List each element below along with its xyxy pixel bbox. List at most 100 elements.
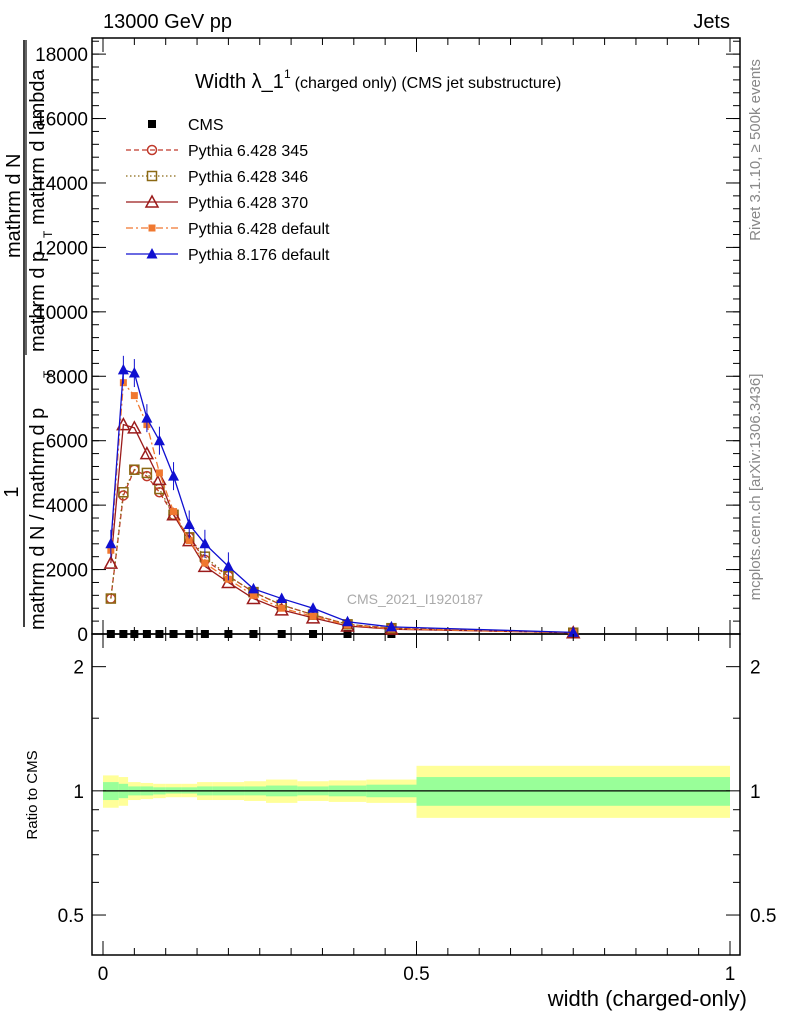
y-tick-label: 18000 bbox=[35, 45, 88, 66]
x-tick-label: 0.5 bbox=[403, 964, 429, 985]
series-line bbox=[110, 368, 574, 634]
data-point bbox=[247, 582, 259, 594]
data-point bbox=[152, 471, 167, 486]
header-right: Jets bbox=[693, 11, 730, 33]
series-pythia-6-428-346 bbox=[105, 464, 579, 638]
ratio-y-tick-label-right: 1 bbox=[750, 782, 761, 803]
legend-marker bbox=[148, 120, 156, 128]
data-point bbox=[169, 630, 178, 638]
header-left: 13000 GeV pp bbox=[103, 11, 232, 33]
data-point bbox=[385, 620, 397, 632]
legend-label: Pythia 6.428 346 bbox=[188, 169, 308, 186]
ratio-y-tick-label: 2 bbox=[73, 658, 84, 679]
ratio-y-tick-label: 1 bbox=[73, 782, 84, 803]
legend-label: Pythia 8.176 default bbox=[188, 247, 330, 264]
ylabel-part-3: T bbox=[41, 370, 55, 378]
legend: CMS Pythia 6.428 345 Pythia 6.428 346 Pythi… bbox=[126, 117, 330, 264]
data-point bbox=[201, 559, 209, 567]
ratio-y-tick-label-right: 0.5 bbox=[750, 906, 776, 927]
data-point bbox=[153, 434, 165, 446]
legend-label: Pythia 6.428 370 bbox=[188, 195, 308, 212]
y-tick-label: 0 bbox=[77, 625, 88, 646]
data-point bbox=[222, 560, 234, 571]
data-point bbox=[142, 630, 151, 638]
data-point bbox=[276, 592, 288, 604]
data-point bbox=[309, 612, 317, 620]
x-tick-label: 0 bbox=[98, 964, 109, 985]
data-point bbox=[199, 537, 211, 549]
y-tick-label: 2000 bbox=[46, 561, 88, 582]
data-point bbox=[118, 486, 129, 498]
legend-label: Pythia 6.428 345 bbox=[188, 143, 308, 160]
data-point bbox=[185, 537, 193, 545]
legend-label: Pythia 6.428 default bbox=[188, 221, 330, 238]
y-tick-label: 14000 bbox=[35, 174, 88, 195]
ratio-y-tick-label-right: 2 bbox=[750, 658, 761, 679]
legend-marker bbox=[146, 248, 158, 259]
ylabel-part-7: mathrm d lambda bbox=[27, 69, 49, 225]
ylabel-part-6: T bbox=[41, 230, 55, 238]
data-point bbox=[309, 630, 318, 638]
series-line bbox=[110, 423, 574, 634]
data-point bbox=[343, 630, 352, 638]
series-pythia-6-428-default bbox=[107, 379, 577, 637]
data-point bbox=[106, 630, 115, 638]
mcplots-label: mcplots.cern.ch [arXiv:1306.3436] bbox=[747, 374, 764, 601]
data-point bbox=[130, 392, 138, 400]
series-pythia-6-428-345 bbox=[105, 464, 579, 638]
data-point bbox=[155, 469, 163, 477]
x-axis-label: width (charged-only) bbox=[547, 986, 747, 1011]
ylabel-part-4: mathrm d N bbox=[3, 154, 25, 258]
ylabel-part-5: mathrm d p bbox=[27, 251, 49, 352]
legend-label: CMS bbox=[188, 117, 224, 134]
ylabel-part-2: mathrm d N / mathrm d p bbox=[27, 408, 49, 630]
data-point bbox=[105, 593, 117, 604]
data-point bbox=[129, 464, 140, 475]
chart-subtitle: (charged only) (CMS jet substructure) bbox=[295, 75, 562, 92]
data-point bbox=[185, 630, 194, 638]
data-point bbox=[141, 412, 153, 423]
legend-marker bbox=[144, 194, 160, 208]
data-point bbox=[277, 630, 286, 638]
y-tick-label: 12000 bbox=[35, 238, 88, 259]
legend-marker bbox=[146, 170, 158, 182]
ylabel-part-1: 1 bbox=[1, 486, 23, 497]
data-point bbox=[119, 630, 128, 638]
legend-marker bbox=[146, 144, 158, 156]
chart-title: Width λ_11 (charged only) (CMS jet substr… bbox=[195, 67, 561, 93]
y-tick-label: 16000 bbox=[35, 110, 88, 131]
data-point bbox=[307, 602, 319, 613]
series-line bbox=[110, 381, 574, 634]
data-point bbox=[200, 630, 209, 638]
x-tick-label: 1 bbox=[725, 964, 736, 985]
data-point bbox=[249, 591, 257, 599]
data-point bbox=[127, 420, 142, 434]
y-tick-label: 4000 bbox=[46, 496, 88, 517]
y-tick-label: 6000 bbox=[46, 432, 88, 453]
watermark: CMS_2021_I1920187 bbox=[347, 591, 483, 607]
data-point bbox=[342, 615, 354, 627]
data-point bbox=[103, 555, 119, 569]
series-pythia-6-428-370 bbox=[103, 417, 581, 639]
chart-title-sup: 1 bbox=[284, 67, 291, 81]
data-point bbox=[128, 367, 140, 378]
ratio-y-tick-label: 0.5 bbox=[58, 906, 84, 927]
y-tick-label: 10000 bbox=[35, 303, 88, 324]
main-plot: 0 2000 4000 6000 8000 10000 12000 14000 16000 180… bbox=[35, 38, 740, 646]
data-point bbox=[567, 626, 579, 637]
legend-marker bbox=[148, 224, 156, 232]
series-pythia-8-176-default bbox=[105, 355, 579, 637]
chart-title-main: Width λ_1 bbox=[195, 71, 284, 93]
data-point bbox=[183, 518, 195, 529]
rivet-label: Rivet 3.1.10, ≥ 500k events bbox=[747, 59, 764, 241]
data-point bbox=[139, 446, 155, 460]
data-point bbox=[117, 363, 129, 375]
data-point bbox=[168, 470, 180, 481]
y-tick-label: 8000 bbox=[46, 367, 88, 388]
series-line bbox=[110, 468, 574, 634]
data-point bbox=[249, 630, 258, 638]
data-point bbox=[141, 467, 153, 479]
ratio-plot: 0.5 0.5 1 1 2 2 0 0.5 1 bbox=[58, 634, 776, 985]
series-line bbox=[110, 468, 574, 634]
